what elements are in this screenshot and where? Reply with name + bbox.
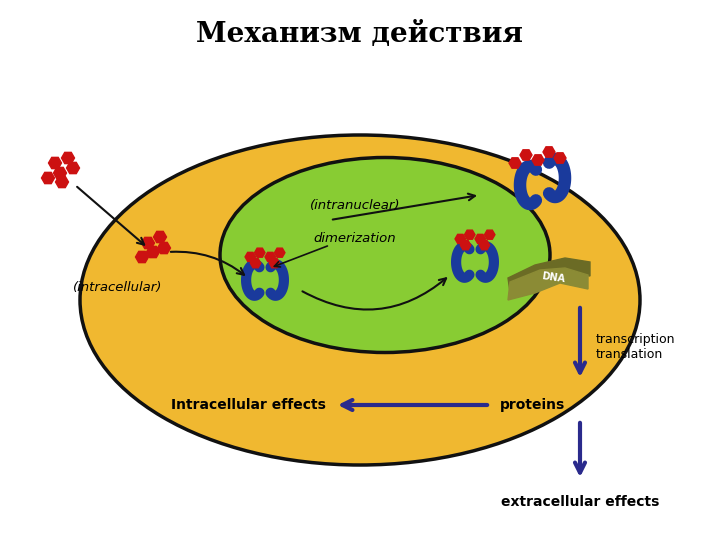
- Text: extracellular effects: extracellular effects: [501, 495, 660, 509]
- Polygon shape: [158, 242, 171, 254]
- Text: (intranuclear): (intranuclear): [310, 199, 400, 212]
- Polygon shape: [269, 259, 279, 268]
- Polygon shape: [251, 259, 261, 268]
- Polygon shape: [42, 172, 55, 184]
- Polygon shape: [520, 150, 532, 160]
- Polygon shape: [464, 230, 475, 239]
- Polygon shape: [142, 238, 155, 248]
- Polygon shape: [532, 155, 544, 165]
- Polygon shape: [460, 241, 471, 249]
- Polygon shape: [66, 163, 79, 174]
- Polygon shape: [61, 152, 74, 164]
- Polygon shape: [55, 177, 68, 187]
- Text: dimerization: dimerization: [314, 232, 396, 245]
- Polygon shape: [508, 268, 588, 300]
- Polygon shape: [265, 252, 276, 261]
- Polygon shape: [485, 230, 495, 239]
- Text: DNA: DNA: [541, 272, 565, 285]
- Polygon shape: [48, 157, 61, 168]
- Ellipse shape: [80, 135, 640, 465]
- Text: translation: translation: [596, 348, 663, 361]
- Text: proteins: proteins: [500, 398, 565, 412]
- Polygon shape: [475, 234, 485, 244]
- Text: Intracellular effects: Intracellular effects: [171, 398, 325, 412]
- Polygon shape: [146, 246, 160, 258]
- Polygon shape: [508, 258, 590, 292]
- Polygon shape: [274, 248, 285, 257]
- Polygon shape: [509, 158, 521, 168]
- Polygon shape: [254, 248, 265, 257]
- Polygon shape: [135, 252, 148, 262]
- Ellipse shape: [220, 158, 550, 353]
- Text: transcription: transcription: [596, 334, 675, 347]
- Polygon shape: [153, 231, 166, 242]
- Polygon shape: [455, 234, 466, 244]
- Polygon shape: [53, 167, 66, 179]
- Text: (intracellular): (intracellular): [73, 281, 163, 294]
- Polygon shape: [480, 241, 490, 249]
- Polygon shape: [543, 147, 555, 157]
- Text: Механизм действия: Механизм действия: [197, 22, 523, 49]
- Polygon shape: [554, 153, 566, 163]
- Polygon shape: [245, 252, 256, 261]
